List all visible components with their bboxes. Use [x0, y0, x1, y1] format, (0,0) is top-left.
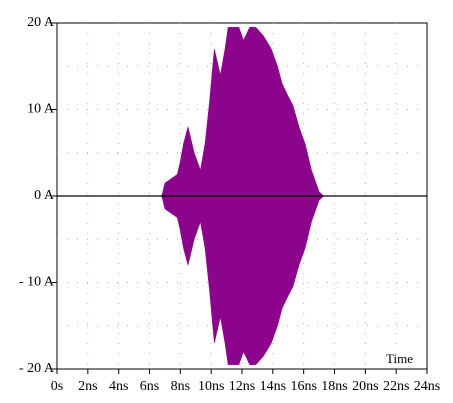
y-tick-label: 20 A: [27, 15, 55, 30]
x-tick-label: 18ns: [321, 379, 347, 394]
x-tick-label: 0s: [51, 379, 63, 394]
y-axis: 20 A 10 A 0 A - 10 A - 20 A: [19, 15, 57, 376]
x-axis-title: Time: [386, 351, 413, 366]
y-tick-label: 10 A: [27, 102, 55, 117]
x-tick-label: 12ns: [229, 379, 255, 394]
y-tick-label: - 10 A: [19, 275, 55, 290]
x-tick-label: 22ns: [383, 379, 409, 394]
x-tick-label: 8ns: [171, 379, 190, 394]
x-tick-label: 10ns: [198, 379, 224, 394]
x-tick-label: 16ns: [290, 379, 316, 394]
y-tick-label: - 20 A: [19, 361, 55, 376]
x-tick-label: 4ns: [109, 379, 128, 394]
y-tick-label: 0 A: [34, 188, 55, 203]
x-tick-label: 20ns: [352, 379, 378, 394]
x-tick-label: 14ns: [260, 379, 286, 394]
x-tick-label: 6ns: [140, 379, 159, 394]
x-tick-label: 2ns: [78, 379, 97, 394]
x-tick-label: 24ns: [414, 379, 440, 394]
x-axis: 0s 2ns 4ns 6ns 8ns 10ns 12ns 14ns 16ns 18ns 20ns 22…: [51, 369, 440, 394]
